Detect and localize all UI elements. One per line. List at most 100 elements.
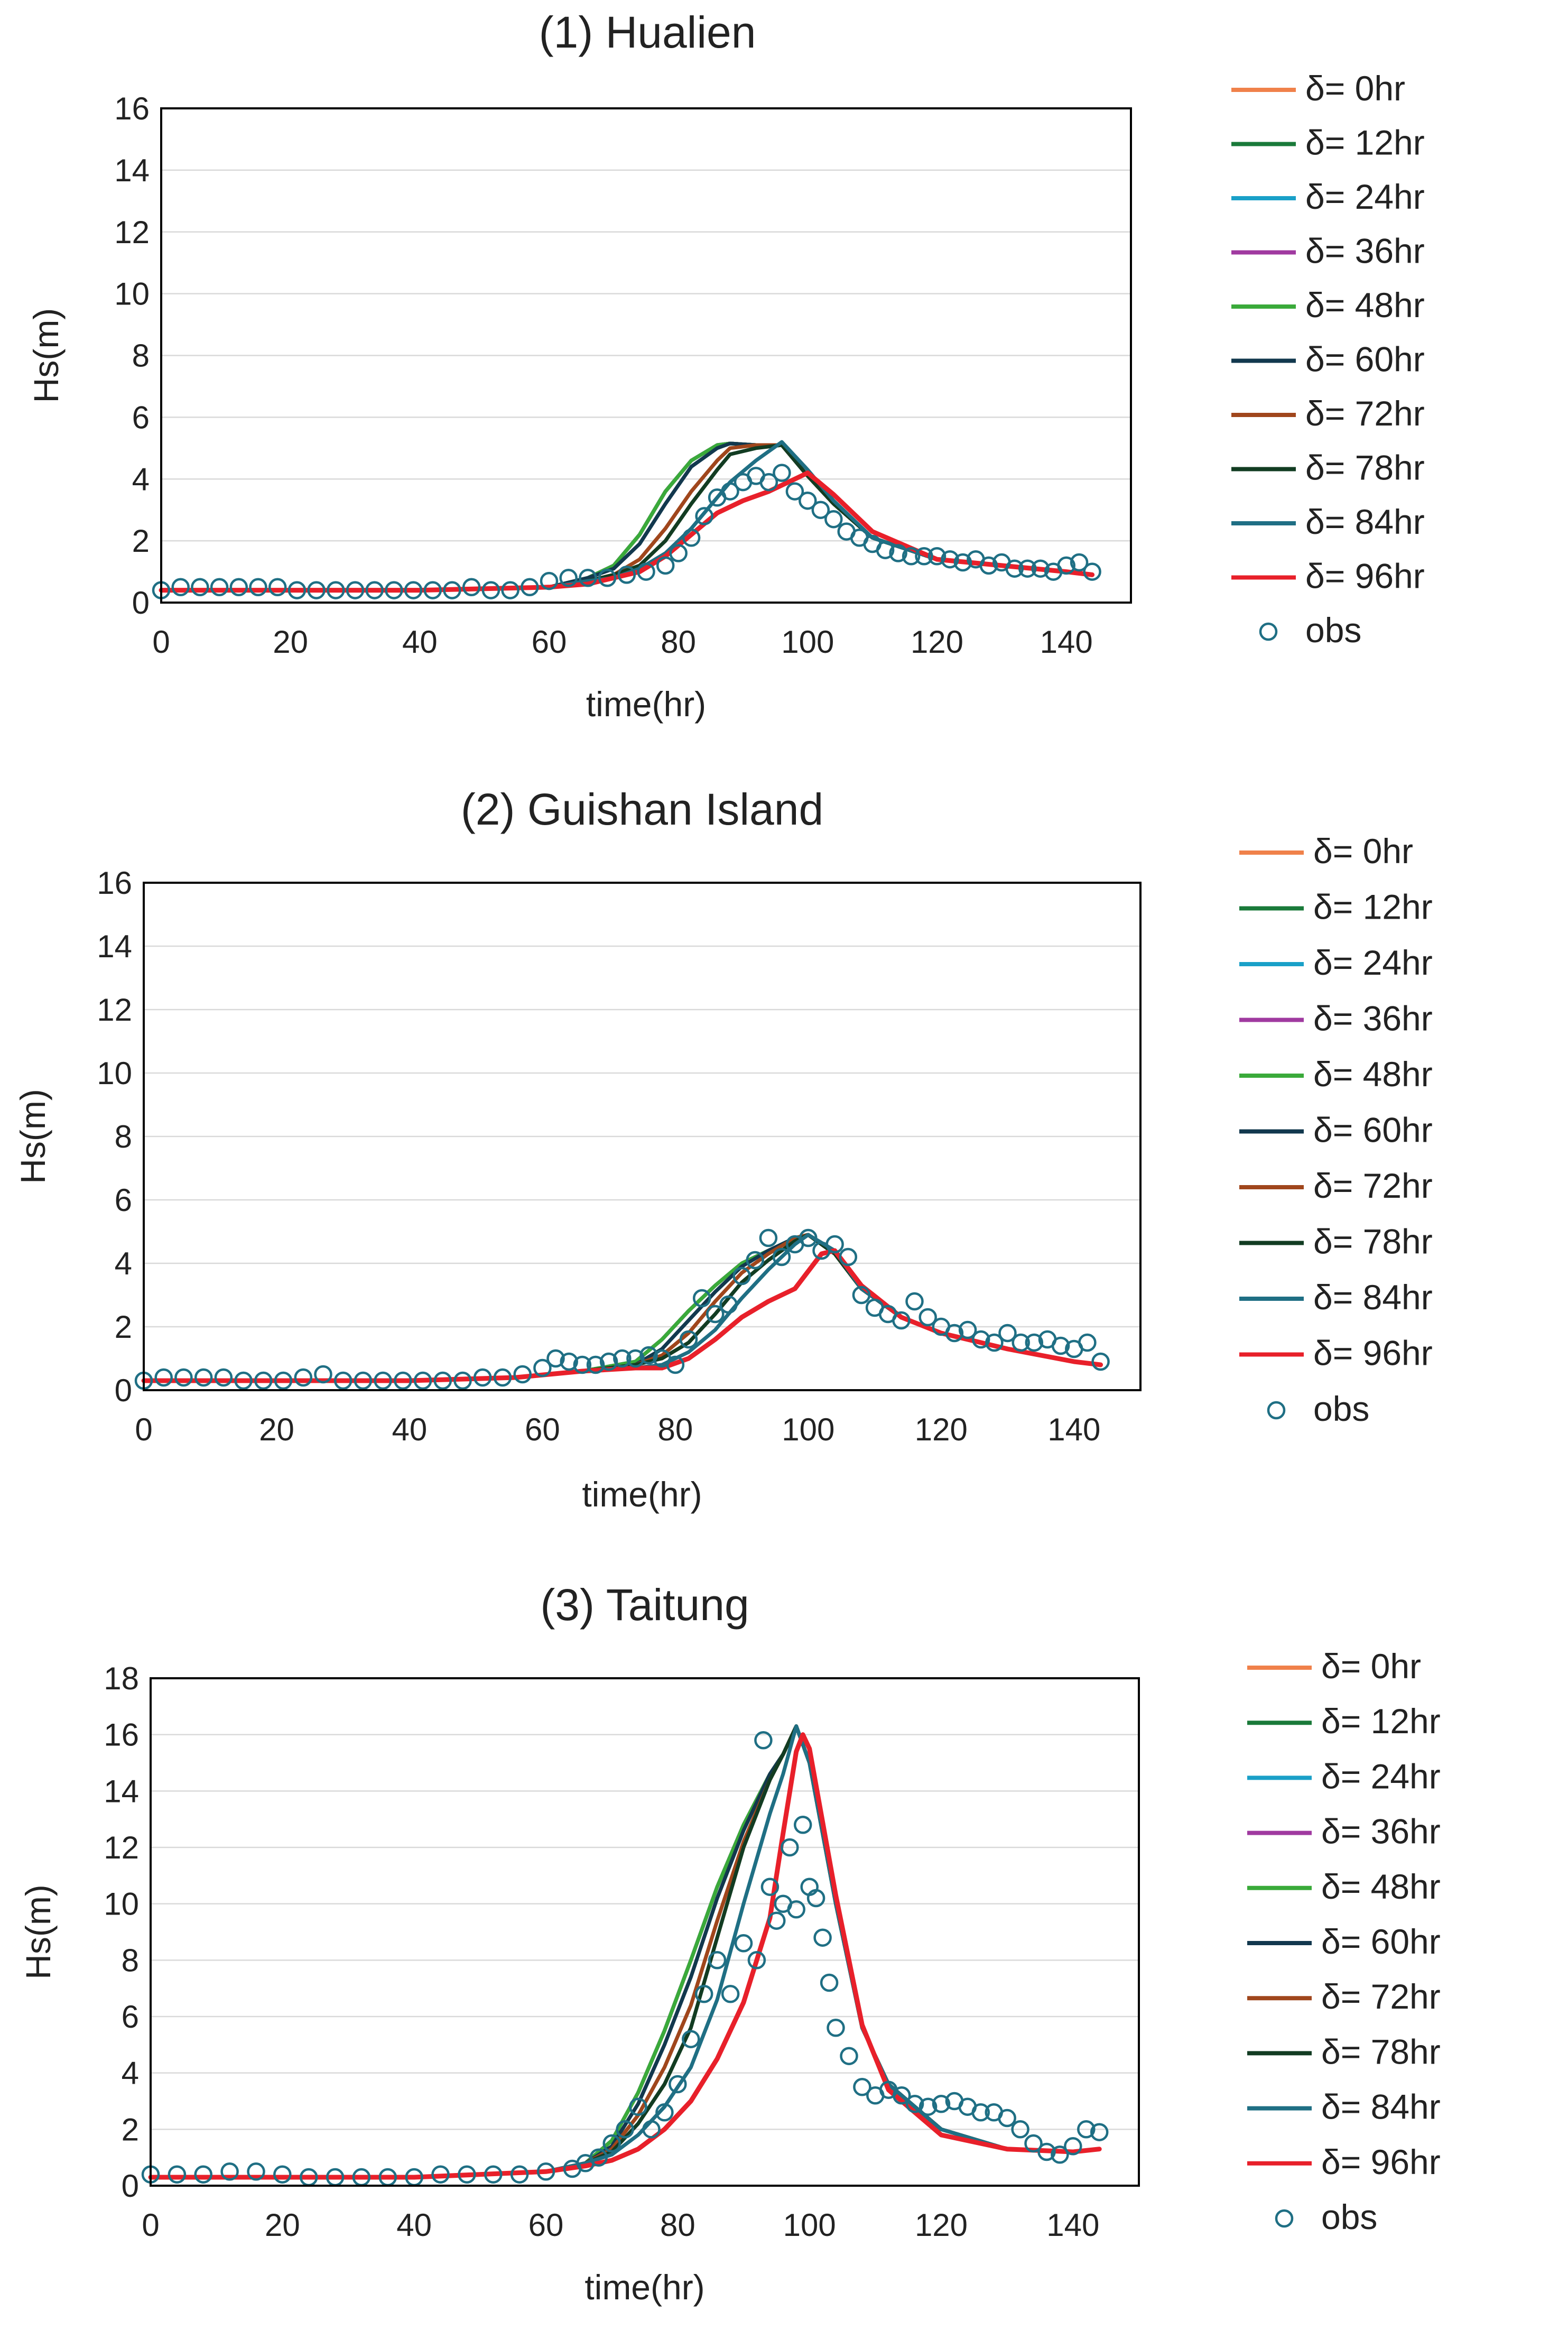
- y-axis-label: Hs(m): [13, 1089, 52, 1184]
- obs-point: [1078, 1333, 1097, 1352]
- x-tick-label: 80: [660, 2207, 695, 2243]
- obs-point: [1051, 2146, 1069, 2164]
- obs-point: [799, 1228, 818, 1247]
- obs-point: [220, 2162, 239, 2181]
- x-tick-label: 120: [911, 624, 963, 660]
- obs-point: [613, 1349, 632, 1368]
- legend-label-4: δ= 36hr: [1321, 1812, 1441, 1851]
- obs-point: [695, 507, 713, 525]
- legend-label-10: δ= 96hr: [1321, 2142, 1441, 2181]
- obs-point: [254, 1371, 273, 1390]
- obs-point: [666, 1355, 685, 1374]
- obs-point: [1077, 2120, 1096, 2139]
- obs-point: [194, 2165, 212, 2184]
- legend-obs-marker: [1267, 1401, 1286, 1420]
- obs-point: [669, 544, 688, 562]
- legend-label-8: δ= 78hr: [1305, 448, 1425, 487]
- obs-point: [682, 2030, 700, 2048]
- x-tick-label: 40: [392, 1412, 428, 1447]
- x-tick-label: 100: [782, 1412, 834, 1447]
- obs-point: [168, 2165, 187, 2184]
- legend-label-4: δ= 36hr: [1313, 999, 1433, 1038]
- obs-point: [958, 1320, 977, 1339]
- obs-point: [501, 581, 519, 599]
- obs-point: [734, 1934, 753, 1953]
- obs-point: [732, 1266, 751, 1286]
- y-tick-label: 4: [122, 2056, 139, 2091]
- legend-label-9: δ= 84hr: [1321, 2087, 1441, 2126]
- y-tick-label: 0: [132, 585, 150, 621]
- obs-point: [998, 2109, 1016, 2128]
- obs-point: [431, 2165, 450, 2184]
- obs-point: [918, 2097, 938, 2116]
- obs-point: [781, 1838, 799, 1857]
- legend-label-1: δ= 0hr: [1321, 1647, 1421, 1686]
- y-tick-label: 0: [115, 1373, 132, 1408]
- series-line-8: [142, 1233, 1103, 1383]
- obs-point: [210, 578, 229, 597]
- obs-point: [513, 1365, 532, 1384]
- obs-point: [394, 1371, 412, 1390]
- legend-label-1: δ= 0hr: [1305, 69, 1405, 108]
- obs-point: [932, 2095, 951, 2113]
- legend: δ= 0hr δ= 12hr δ= 24hr δ= 36hr δ= 48hr δ= 60h…: [1239, 831, 1433, 1428]
- obs-point: [546, 1349, 565, 1368]
- y-tick-label: 10: [104, 1887, 139, 1922]
- legend-label-6: δ= 60hr: [1305, 340, 1425, 379]
- obs-point: [1083, 562, 1101, 581]
- obs-point: [1012, 1333, 1030, 1352]
- obs-point: [354, 1371, 373, 1390]
- series-line-6: [142, 1233, 1103, 1383]
- y-tick-label: 12: [114, 215, 150, 250]
- obs-point: [827, 2019, 845, 2037]
- obs-point: [708, 1951, 727, 1970]
- obs-point: [589, 2148, 608, 2167]
- y-tick-label: 12: [97, 992, 132, 1028]
- obs-point: [560, 1352, 578, 1371]
- legend-label-4: δ= 36hr: [1305, 232, 1425, 271]
- series-line-2: [142, 1233, 1103, 1383]
- y-tick-label: 6: [122, 1999, 139, 2035]
- legend-label-10: δ= 96hr: [1305, 557, 1425, 596]
- y-tick-label: 18: [104, 1661, 139, 1696]
- legend-label-8: δ= 78hr: [1321, 2032, 1441, 2071]
- obs-point: [656, 556, 675, 575]
- y-tick-label: 8: [122, 1943, 139, 1978]
- obs-point: [918, 1308, 937, 1327]
- obs-point: [979, 556, 998, 575]
- obs-point: [785, 482, 804, 501]
- obs-point: [1070, 553, 1089, 572]
- obs-point: [1025, 1333, 1044, 1352]
- x-tick-label: 40: [402, 624, 438, 660]
- obs-point: [533, 1358, 552, 1377]
- obs-point: [1051, 1336, 1070, 1355]
- plot-frame: [150, 1677, 1140, 2187]
- legend-label-3: δ= 24hr: [1313, 943, 1433, 982]
- obs-point: [759, 473, 778, 492]
- obs-point: [759, 1228, 778, 1247]
- obs-point: [1057, 556, 1075, 575]
- obs-point: [639, 1346, 658, 1365]
- legend: δ= 0hr δ= 12hr δ= 24hr δ= 36hr δ= 48hr δ= 60h…: [1247, 1647, 1441, 2236]
- obs-point: [247, 2162, 265, 2181]
- y-tick-label: 8: [115, 1119, 132, 1154]
- series-line-8: [159, 443, 1094, 593]
- obs-point: [839, 1247, 858, 1266]
- obs-point: [747, 1951, 766, 1970]
- legend-label-9: δ= 84hr: [1313, 1278, 1433, 1317]
- legend-label-6: δ= 60hr: [1313, 1111, 1433, 1150]
- legend-label-6: δ= 60hr: [1321, 1922, 1441, 1961]
- obs-point: [1005, 559, 1024, 578]
- x-tick-label: 20: [259, 1412, 294, 1447]
- obs-point: [642, 2120, 661, 2139]
- obs-point: [274, 1371, 293, 1390]
- obs-point: [927, 547, 947, 566]
- obs-point: [194, 1368, 213, 1387]
- x-tick-label: 140: [1046, 2207, 1099, 2243]
- legend-label-3: δ= 24hr: [1305, 177, 1425, 216]
- x-tick-label: 100: [783, 2207, 836, 2243]
- obs-point: [598, 569, 617, 587]
- x-axis-label: time(hr): [586, 685, 706, 724]
- series-line-3: [142, 1233, 1103, 1383]
- obs-point: [453, 1371, 472, 1390]
